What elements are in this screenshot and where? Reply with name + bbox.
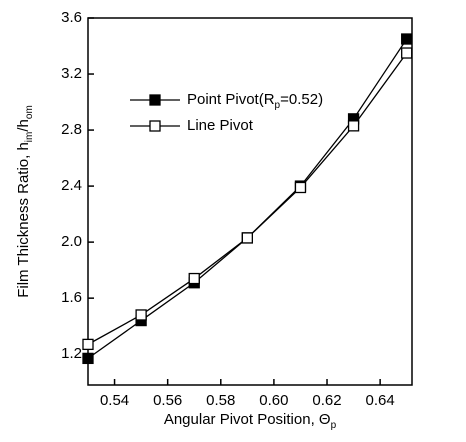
y-tick-label: 1.6 <box>61 289 82 306</box>
y-tick-label: 3.2 <box>61 65 82 82</box>
marker <box>401 33 413 45</box>
legend-marker <box>149 94 161 106</box>
label-part: /h <box>15 119 32 132</box>
x-tick-label: 0.58 <box>206 392 235 409</box>
label-part: Angular Pivot Position, Θ <box>164 411 331 428</box>
legend-marker <box>149 120 161 132</box>
label-part: Line Pivot <box>187 117 254 134</box>
label-part: Film Thickness Ratio, h <box>15 142 32 298</box>
marker <box>188 272 200 285</box>
label-part: im <box>24 132 35 143</box>
y-tick-label: 2.0 <box>61 233 82 250</box>
y-tick-label: 1.2 <box>61 345 82 362</box>
label-part: Point Pivot(R <box>187 91 275 108</box>
x-tick-label: 0.56 <box>153 392 182 409</box>
label-part: om <box>24 105 35 119</box>
marker <box>241 232 253 244</box>
y-tick-label: 3.6 <box>61 9 82 26</box>
y-tick-label: 2.4 <box>61 177 82 194</box>
x-axis-label: Angular Pivot Position, Θp <box>164 411 337 431</box>
marker <box>135 309 147 321</box>
x-tick-label: 0.64 <box>366 392 395 409</box>
marker <box>401 47 413 59</box>
marker <box>347 120 360 132</box>
plot-frame <box>87 17 413 386</box>
y-tick-label: 2.8 <box>61 121 82 138</box>
marker <box>294 181 307 194</box>
x-tick-label: 0.60 <box>259 392 288 409</box>
label-part: p <box>331 420 337 431</box>
x-tick-label: 0.54 <box>100 392 129 409</box>
x-tick-label: 0.62 <box>312 392 341 409</box>
marker <box>82 352 94 365</box>
label-part: p <box>275 100 281 111</box>
label-part: =0.52) <box>280 91 323 108</box>
marker <box>82 338 94 351</box>
legend-label: Point Pivot(Rp=0.52) <box>187 91 323 111</box>
legend-label: Line Pivot <box>187 117 254 134</box>
y-axis-label: Film Thickness Ratio, him/hom <box>15 105 35 298</box>
